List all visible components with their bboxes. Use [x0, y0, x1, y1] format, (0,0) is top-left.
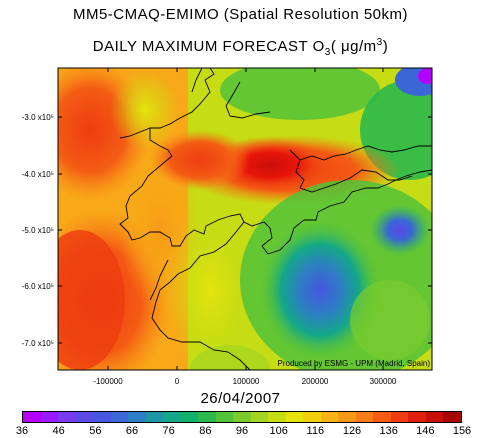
- colorbar-swatch: [373, 412, 391, 422]
- forecast-date: 26/04/2007: [200, 390, 281, 407]
- colorbar-swatch: [425, 412, 444, 422]
- colorbar-swatch: [303, 412, 321, 422]
- colorbar: [22, 411, 462, 423]
- colorbar-label: 116: [306, 425, 325, 437]
- map-title: MM5-CMAQ-EMIMO (Spatial Resolution 50km): [72, 6, 409, 23]
- y-tick-label: -5.0 x10⁵: [22, 226, 54, 235]
- colorbar-label: 66: [125, 425, 139, 437]
- colorbar-label: 96: [235, 425, 249, 437]
- colorbar-swatch: [338, 412, 356, 422]
- colorbar-swatch: [128, 412, 146, 422]
- colorbar-swatch: [93, 412, 111, 422]
- coastlines: [119, 68, 432, 370]
- colorbar-swatch: [40, 412, 59, 422]
- subtitle-unit-open: ( μg/m: [330, 38, 377, 55]
- colorbar-labels: 36 46 56 66 76 86 96 106 116 126 136 146 156: [0, 425, 481, 438]
- colorbar-swatch: [58, 412, 76, 422]
- y-tick-label: -6.0 x10⁵: [22, 282, 54, 291]
- colorbar-swatch: [23, 412, 41, 422]
- colorbar-label: 56: [89, 425, 102, 437]
- colorbar-label: 46: [52, 425, 65, 437]
- x-tick-label: 0: [175, 377, 180, 386]
- colorbar-swatch: [215, 412, 234, 422]
- colorbar-label: 106: [269, 425, 288, 437]
- credit-text: Produced by ESMG - UPM (Madrid, Spain): [278, 359, 431, 368]
- x-tick-label: 100000: [233, 377, 260, 386]
- subtitle-o3-subscript: 3: [324, 47, 331, 58]
- colorbar-swatch: [408, 412, 426, 422]
- colorbar-label: 136: [379, 425, 398, 437]
- colorbar-swatch: [145, 412, 164, 422]
- x-tick-label: 200000: [302, 377, 329, 386]
- colorbar-swatch: [110, 412, 129, 422]
- subtitle-unit-superscript: 3: [376, 37, 383, 48]
- map-subtitle: DAILY MAXIMUM FORECAST O3( μg/m3): [0, 37, 481, 58]
- colorbar-swatch: [180, 412, 199, 422]
- colorbar-label: 86: [199, 425, 212, 437]
- plot-frame: [57, 67, 433, 371]
- colorbar-swatch: [198, 412, 216, 422]
- subtitle-prefix: DAILY MAXIMUM FORECAST O: [92, 38, 325, 55]
- y-tick-label: -4.0 x10⁵: [22, 170, 54, 179]
- colorbar-swatch: [75, 412, 94, 422]
- colorbar-swatch: [320, 412, 339, 422]
- colorbar-swatch: [285, 412, 304, 422]
- colorbar-label: 146: [416, 425, 435, 437]
- colorbar-swatch: [163, 412, 181, 422]
- colorbar-label: 36: [15, 425, 29, 437]
- colorbar-swatch: [233, 412, 251, 422]
- ozone-field: [58, 68, 432, 370]
- x-tick-marks: [107, 68, 384, 370]
- colorbar-label: 76: [162, 425, 175, 437]
- colorbar-swatch: [443, 412, 461, 422]
- x-tick-label: 300000: [370, 377, 397, 386]
- colorbar-swatch: [250, 412, 269, 422]
- x-tick-label: -100000: [93, 377, 123, 386]
- colorbar-swatch: [268, 412, 286, 422]
- subtitle-unit-close: ): [382, 38, 389, 55]
- colorbar-swatch: [355, 412, 374, 422]
- y-tick-label: -3.0 x10⁵: [22, 113, 54, 122]
- colorbar-label: 156: [452, 425, 472, 437]
- y-tick-marks: [58, 116, 432, 344]
- colorbar-label: 126: [342, 425, 362, 437]
- y-tick-label: -7.0 x10⁵: [22, 339, 54, 348]
- colorbar-swatch: [390, 412, 409, 422]
